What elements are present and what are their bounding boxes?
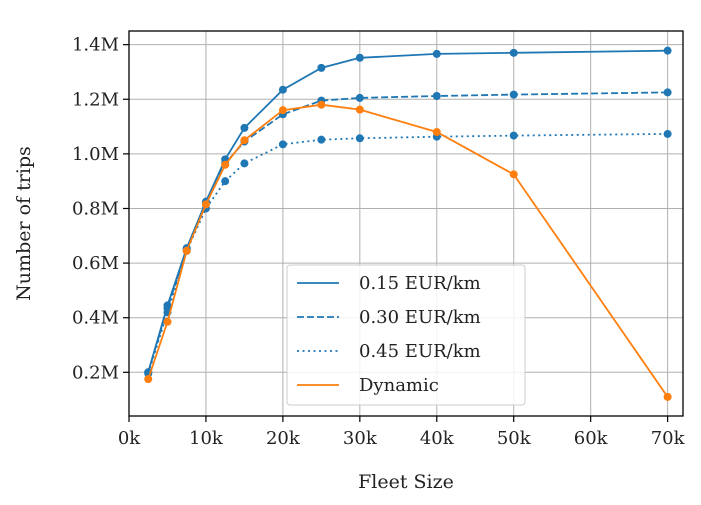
data-point bbox=[278, 85, 287, 94]
series-line bbox=[147, 91, 668, 373]
plot-series bbox=[144, 46, 672, 401]
data-point bbox=[663, 392, 672, 401]
legend-label: 0.30 EUR/km bbox=[359, 307, 481, 328]
legend-box bbox=[286, 264, 526, 406]
x-axis: 0k 10k 20k 30k 40k 50k 60k 70k bbox=[118, 416, 686, 449]
x-tick-label: 70k bbox=[651, 428, 686, 449]
data-point bbox=[355, 105, 364, 114]
data-point bbox=[432, 128, 441, 137]
x-tick-label: 50k bbox=[497, 428, 532, 449]
plot-frame bbox=[128, 30, 684, 417]
data-point bbox=[509, 48, 518, 57]
data-point bbox=[240, 159, 249, 168]
data-point bbox=[509, 170, 518, 179]
legend-label: Dynamic bbox=[359, 375, 439, 396]
data-point bbox=[317, 63, 326, 72]
data-point bbox=[355, 93, 364, 102]
series-line bbox=[147, 103, 669, 398]
legend: 0.15 EUR/km 0.30 EUR/km 0.45 EUR/km Dynamic bbox=[286, 264, 526, 406]
data-point bbox=[317, 135, 326, 144]
data-point bbox=[182, 246, 191, 255]
y-axis: 0.2M 0.4M 0.6M 0.8M 1.0M 1.2M 1.4M bbox=[72, 35, 129, 383]
data-point bbox=[355, 53, 364, 62]
data-point bbox=[432, 49, 441, 58]
legend-label: 0.45 EUR/km bbox=[359, 341, 481, 362]
x-tick-label: 30k bbox=[343, 428, 378, 449]
data-point bbox=[240, 136, 249, 145]
x-tick-label: 0k bbox=[118, 428, 141, 449]
y-tick-label: 0.6M bbox=[72, 253, 119, 274]
data-point bbox=[144, 375, 153, 384]
data-point bbox=[201, 200, 210, 209]
x-tick-label: 40k bbox=[420, 428, 455, 449]
y-tick-label: 0.4M bbox=[72, 308, 119, 329]
series-line bbox=[147, 49, 668, 373]
data-point bbox=[355, 134, 364, 143]
y-axis-label: Number of trips bbox=[13, 146, 35, 301]
x-tick-label: 60k bbox=[574, 428, 609, 449]
y-tick-label: 1.2M bbox=[72, 89, 119, 110]
data-point bbox=[663, 129, 672, 138]
data-point bbox=[432, 91, 441, 100]
y-tick-label: 0.8M bbox=[72, 198, 119, 219]
data-point bbox=[663, 88, 672, 97]
y-tick-label: 1.4M bbox=[72, 35, 119, 56]
x-tick-label: 10k bbox=[189, 428, 224, 449]
data-point bbox=[663, 46, 672, 55]
x-axis-label: Fleet Size bbox=[358, 471, 454, 493]
data-point bbox=[509, 90, 518, 99]
data-point bbox=[509, 131, 518, 140]
data-point bbox=[278, 106, 287, 115]
series-group bbox=[144, 100, 672, 401]
data-point bbox=[221, 160, 230, 169]
x-tick-label: 20k bbox=[266, 428, 301, 449]
y-tick-label: 0.2M bbox=[72, 362, 119, 383]
data-point bbox=[163, 317, 172, 326]
data-point bbox=[317, 100, 326, 109]
data-point bbox=[221, 177, 230, 186]
data-point bbox=[278, 140, 287, 149]
legend-label: 0.15 EUR/km bbox=[359, 273, 481, 294]
data-point bbox=[240, 123, 249, 132]
y-tick-label: 1.0M bbox=[72, 144, 119, 165]
